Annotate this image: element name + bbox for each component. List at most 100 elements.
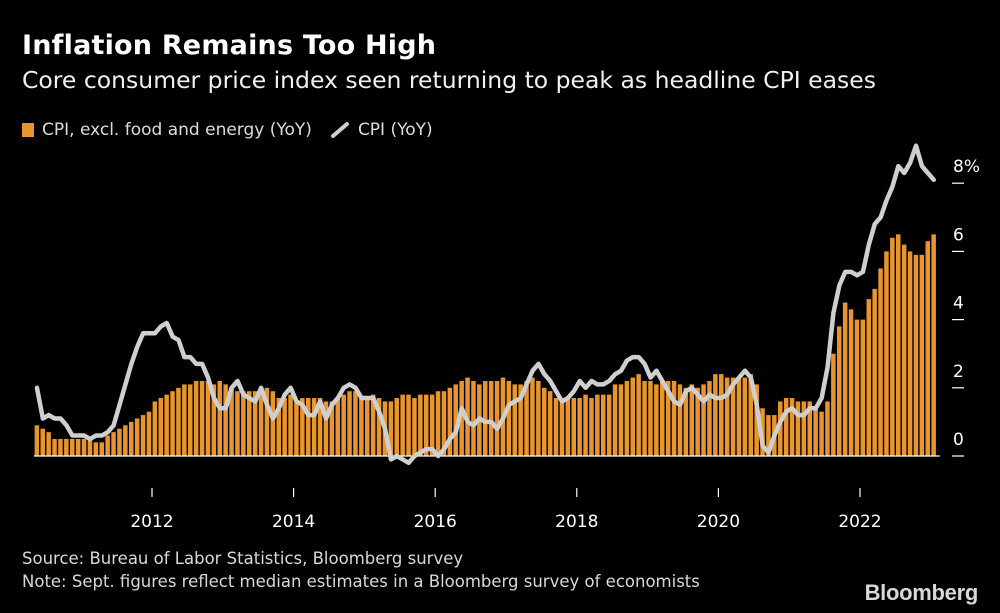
core-cpi-bar: [848, 309, 854, 456]
core-cpi-bar: [795, 401, 801, 456]
core-cpi-bar: [642, 380, 647, 456]
core-cpi-bar: [736, 377, 742, 456]
source-note: Source: Bureau of Labor Statistics, Bloo…: [22, 549, 464, 568]
core-cpi-bar: [429, 394, 435, 456]
core-cpi-bar: [506, 380, 512, 456]
core-cpi-bar: [353, 391, 358, 456]
core-cpi-bar: [671, 380, 677, 456]
core-cpi-bar: [518, 384, 523, 456]
core-cpi-bar: [247, 391, 252, 456]
core-cpi-bar: [719, 374, 724, 456]
core-cpi-bar: [583, 394, 588, 456]
core-cpi-bar: [294, 401, 299, 456]
x-tick-label: 2022: [838, 512, 881, 532]
core-cpi-bar: [300, 398, 305, 456]
core-cpi-bar: [182, 384, 187, 456]
core-cpi-bar: [636, 374, 641, 456]
core-cpi-bar: [701, 384, 706, 456]
core-cpi-bar: [418, 394, 423, 456]
core-cpi-bar: [654, 384, 659, 456]
core-cpi-bar: [311, 398, 317, 456]
core-cpi-bar: [70, 438, 75, 456]
core-cpi-bar: [223, 384, 228, 456]
core-cpi-bar: [896, 234, 901, 456]
core-cpi-bar: [713, 374, 718, 456]
core-cpi-bar: [193, 380, 199, 456]
core-cpi-bar: [842, 302, 848, 456]
core-cpi-bar: [890, 237, 895, 456]
core-cpi-bar: [129, 421, 134, 456]
core-cpi-bar: [542, 387, 547, 456]
core-cpi-bar: [665, 380, 671, 456]
core-cpi-bar: [146, 411, 152, 456]
core-cpi-bar: [176, 387, 181, 456]
core-cpi-bar: [123, 425, 128, 456]
core-cpi-bar: [306, 398, 311, 456]
x-tick-label: 2012: [130, 512, 173, 532]
core-cpi-bar: [724, 377, 730, 456]
footnote: Source: Bureau of Labor Statistics, Bloo…: [22, 547, 700, 593]
core-cpi-bar: [441, 391, 447, 456]
x-axis: 2012 2014 2016 2018 2020 2022: [130, 488, 882, 532]
core-cpi-bar: [317, 398, 323, 456]
y-tick-label: 4: [953, 294, 964, 314]
legend-headline-label: CPI (YoY): [357, 120, 433, 140]
core-cpi-bar: [925, 241, 930, 456]
core-cpi-bar: [571, 398, 576, 456]
core-cpi-bar: [754, 384, 759, 456]
core-cpi-bar: [258, 391, 264, 456]
legend-core-label: CPI, excl. food and energy (YoY): [42, 120, 312, 140]
core-cpi-bar: [589, 398, 594, 456]
y-tick-label: 2: [953, 362, 964, 382]
core-cpi-bar: [547, 391, 553, 456]
core-cpi-bar: [435, 391, 441, 456]
core-cpi-bar: [630, 377, 635, 456]
core-cpi-bar: [536, 380, 541, 456]
core-cpi-bar: [524, 380, 529, 456]
core-cpi-bar: [825, 401, 830, 456]
core-cpi-bar: [742, 377, 748, 456]
core-cpi-bar: [913, 254, 919, 456]
core-cpi-bar: [730, 377, 736, 456]
core-cpi-bar: [778, 401, 783, 456]
core-cpi-bar: [677, 384, 683, 456]
core-cpi-bar: [471, 380, 476, 456]
core-cpi-bar: [683, 387, 689, 456]
core-cpi-bar: [58, 438, 63, 456]
core-cpi-bar: [34, 425, 40, 456]
core-cpi-bar: [158, 398, 163, 456]
core-cpi-bar: [695, 387, 700, 456]
core-cpi-bar: [624, 380, 630, 456]
core-cpi-bar: [813, 408, 818, 456]
x-tick-label: 2018: [555, 512, 598, 532]
core-cpi-bar: [748, 374, 753, 456]
core-cpi-bar: [205, 380, 211, 456]
chart-title: Inflation Remains Too High: [22, 30, 437, 61]
core-cpi-bar: [878, 268, 883, 456]
core-cpi-bar: [459, 380, 464, 456]
core-cpi-bar: [394, 398, 399, 456]
core-cpi-bar: [872, 288, 877, 456]
core-cpi-bar: [601, 394, 606, 456]
core-cpi-bar: [140, 415, 146, 456]
core-cpi-bar: [854, 319, 860, 456]
core-cpi-bar: [52, 438, 57, 456]
core-cpi-bar: [199, 380, 205, 456]
core-cpi-bar: [660, 380, 665, 456]
legend-headline-swatch: [330, 122, 349, 138]
core-cpi-bar: [595, 394, 600, 456]
survey-note: Note: Sept. figures reflect median estim…: [22, 572, 700, 591]
core-cpi-bar: [453, 384, 458, 456]
core-cpi-bar: [807, 401, 812, 456]
core-cpi-bar: [919, 254, 925, 456]
core-cpi-bars: [34, 234, 936, 456]
core-cpi-bar: [376, 398, 382, 456]
y-axis: 0 2 4 6 8%: [952, 157, 980, 457]
core-cpi-bar: [87, 438, 93, 456]
core-cpi-bar: [75, 438, 81, 456]
core-cpi-bar: [105, 435, 110, 456]
core-cpi-bar: [884, 251, 889, 456]
core-cpi-bar: [388, 401, 394, 456]
core-cpi-bar: [618, 384, 624, 456]
